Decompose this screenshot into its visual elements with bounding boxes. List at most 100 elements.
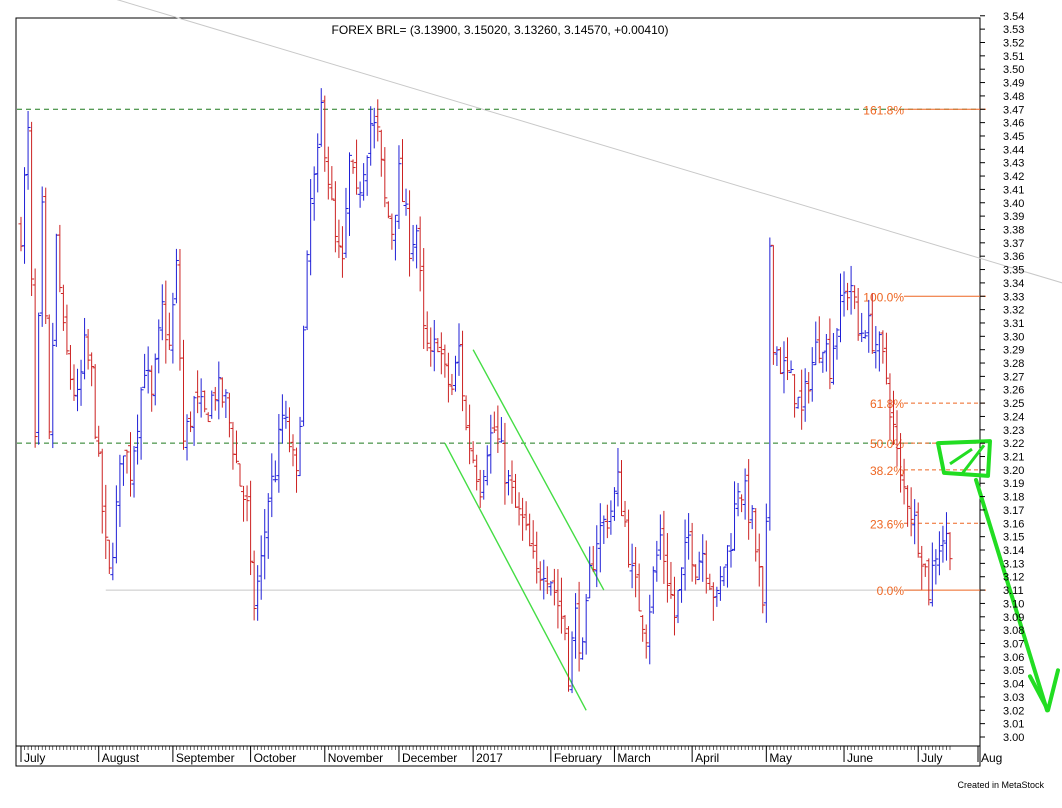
ohlc-bar xyxy=(435,338,441,353)
ohlc-bar xyxy=(618,460,624,517)
y-tick-label: 3.06 xyxy=(1003,652,1024,664)
ohlc-bar xyxy=(382,147,388,208)
y-tick-label: 3.44 xyxy=(1003,144,1024,156)
ohlc-bar xyxy=(357,181,363,208)
ohlc-bar xyxy=(343,187,349,258)
ohlc-bar xyxy=(700,534,706,582)
ohlc-bar xyxy=(301,325,307,427)
ohlc-bar xyxy=(495,405,501,453)
ohlc-bar xyxy=(255,565,261,621)
ohlc-bar xyxy=(753,508,759,562)
ohlc-bar xyxy=(611,487,617,521)
ohlc-bar xyxy=(325,146,331,200)
ohlc-bar xyxy=(816,316,822,364)
y-tick-label: 3.26 xyxy=(1003,385,1024,397)
ohlc-bar xyxy=(876,331,882,372)
ohlc-bar xyxy=(318,88,324,147)
y-tick-label: 3.35 xyxy=(1003,265,1024,277)
ohlc-bar xyxy=(64,304,70,355)
ohlc-bar xyxy=(237,463,243,487)
ohlc-bar xyxy=(233,430,239,464)
ohlc-bar xyxy=(120,455,126,486)
ohlc-bar xyxy=(467,404,473,465)
annotation-scribble xyxy=(949,444,986,475)
ohlc-bar xyxy=(640,615,646,642)
ohlc-bar xyxy=(919,545,925,590)
ohlc-bar xyxy=(837,273,843,343)
ohlc-bar xyxy=(85,329,91,370)
y-tick-label: 3.33 xyxy=(1003,291,1024,303)
ohlc-bar xyxy=(887,373,893,440)
y-tick-label: 3.10 xyxy=(1003,598,1024,610)
ohlc-bar xyxy=(128,432,134,497)
fib-label: 50.0% xyxy=(870,437,904,451)
ohlc-bar xyxy=(505,470,511,496)
ohlc-bar xyxy=(883,332,889,385)
ohlc-bar xyxy=(788,360,794,374)
ohlc-bar xyxy=(71,364,77,401)
ohlc-bar xyxy=(679,567,685,603)
y-tick-label: 3.42 xyxy=(1003,171,1024,183)
ohlc-bar xyxy=(671,576,677,636)
ohlc-bar xyxy=(149,365,155,412)
ohlc-bar xyxy=(912,499,918,545)
y-tick-label: 3.36 xyxy=(1003,251,1024,263)
ohlc-bar xyxy=(682,519,688,591)
ohlc-bar xyxy=(371,107,377,149)
fibonacci-retracement: 161.8% 100.0% 61.8% 50.0% 38.2% 23.6% 0.0% xyxy=(863,103,986,598)
ohlc-bar xyxy=(643,624,649,659)
y-tick-label: 3.12 xyxy=(1003,572,1024,584)
ohlc-bar xyxy=(590,545,596,572)
ohlc-bar xyxy=(272,460,278,483)
ohlc-bar xyxy=(523,501,529,531)
ohlc-bar xyxy=(654,540,660,582)
ohlc-bar xyxy=(417,216,423,292)
ohlc-bar xyxy=(403,188,409,216)
ohlc-bar xyxy=(802,368,808,422)
ohlc-bar xyxy=(534,531,540,584)
trendlines xyxy=(105,0,1062,591)
ohlc-bar xyxy=(841,271,847,317)
ohlc-bar xyxy=(664,533,670,603)
y-tick-label: 3.30 xyxy=(1003,331,1024,343)
y-tick-label: 3.32 xyxy=(1003,305,1024,317)
ohlc-bar xyxy=(195,370,201,414)
ohlc-bar xyxy=(170,292,176,364)
credit-text: Created in MetaStock xyxy=(957,780,1044,790)
ohlc-bar xyxy=(527,513,533,547)
ohlc-bar xyxy=(32,268,38,448)
ohlc-bar xyxy=(633,546,639,598)
ohlc-bar xyxy=(686,513,692,560)
ohlc-bar xyxy=(742,468,748,520)
ohlc-bar xyxy=(262,509,268,580)
fib-label: 23.6% xyxy=(870,517,904,531)
fib-label: 0.0% xyxy=(877,584,905,598)
y-tick-label: 3.43 xyxy=(1003,158,1024,170)
ohlc-bar xyxy=(92,364,98,440)
ohlc-bar xyxy=(265,493,271,559)
month-label: July xyxy=(921,751,942,765)
ohlc-bar xyxy=(276,414,282,493)
ohlc-bar xyxy=(569,631,575,694)
ohlc-bar xyxy=(216,361,222,420)
y-tick-label: 3.02 xyxy=(1003,705,1024,717)
y-tick-label: 3.37 xyxy=(1003,238,1024,250)
y-tick-label: 3.45 xyxy=(1003,131,1024,143)
annotation-box xyxy=(936,439,992,478)
y-tick-label: 3.13 xyxy=(1003,558,1024,570)
y-tick-label: 3.41 xyxy=(1003,184,1024,196)
ohlc-bar xyxy=(551,568,557,606)
ohlc-bar xyxy=(347,152,353,236)
y-tick-label: 3.22 xyxy=(1003,438,1024,450)
ohlc-bar xyxy=(869,293,875,354)
ohlc-bar xyxy=(226,392,232,438)
ohlc-bar xyxy=(728,533,734,568)
ohlc-bar xyxy=(820,351,826,373)
ohlc-bar xyxy=(823,333,829,372)
y-axis-ticks: 3.543.533.52 3.513.50 3.493.483.47 3.463.45… xyxy=(980,11,1024,744)
ohlc-bar xyxy=(106,539,112,574)
ohlc-bar xyxy=(749,505,755,530)
price-channel xyxy=(444,349,605,711)
y-tick-label: 3.05 xyxy=(1003,665,1024,677)
